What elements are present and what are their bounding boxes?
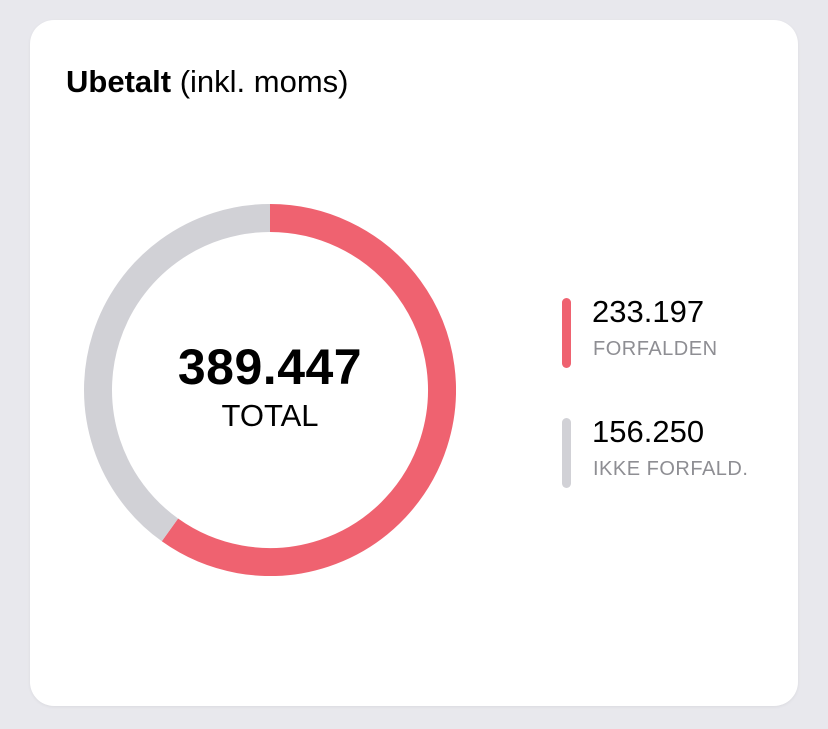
total-value: 389.447 [177,339,363,395]
card-title: Ubetalt (inkl. moms) [66,64,348,100]
donut-center: 389.447 TOTAL [114,338,426,434]
legend-color-bar [562,298,571,368]
total-label: TOTAL [221,398,319,433]
legend-value: 156.250 [592,414,705,449]
donut-segment-not-due [84,204,271,542]
unpaid-card: Ubetalt (inkl. moms) 389.447 TOTAL 233.1… [30,20,798,706]
title-rest: (inkl. moms) [171,64,349,99]
donut-segment-overdue [161,204,456,576]
legend-color-bar [562,418,571,488]
donut-chart [84,204,456,576]
legend-value: 233.197 [592,294,705,329]
legend-label: IKKE FORFALD. [593,458,749,480]
title-bold: Ubetalt [66,64,172,99]
legend-label: FORFALDEN [593,338,718,360]
